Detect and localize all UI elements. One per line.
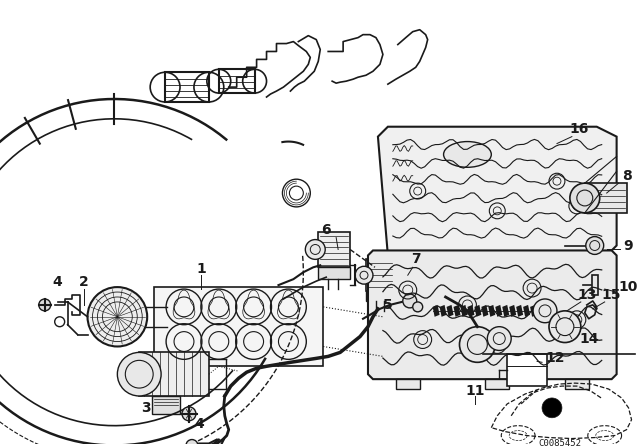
Text: 12: 12 — [545, 351, 564, 366]
Circle shape — [460, 327, 495, 362]
Polygon shape — [433, 305, 440, 317]
Text: 6: 6 — [321, 223, 331, 237]
Text: 15: 15 — [602, 288, 621, 302]
Text: 14: 14 — [579, 332, 598, 345]
Text: 11: 11 — [466, 384, 485, 398]
Polygon shape — [368, 250, 616, 379]
Circle shape — [542, 398, 562, 418]
Text: 16: 16 — [569, 122, 589, 136]
Circle shape — [403, 294, 417, 308]
Bar — [592, 275, 598, 295]
Bar — [396, 379, 420, 389]
Circle shape — [586, 237, 604, 254]
Polygon shape — [378, 127, 616, 255]
Polygon shape — [530, 305, 537, 317]
Circle shape — [305, 240, 325, 259]
Circle shape — [117, 353, 161, 396]
Circle shape — [88, 287, 147, 346]
Bar — [485, 379, 509, 389]
Text: 4: 4 — [53, 275, 63, 289]
Polygon shape — [447, 305, 454, 317]
Bar — [318, 232, 350, 267]
Polygon shape — [516, 305, 523, 317]
Bar — [165, 72, 209, 102]
Polygon shape — [467, 305, 474, 317]
Polygon shape — [523, 305, 530, 317]
Text: 9: 9 — [624, 238, 634, 253]
Text: 7: 7 — [411, 252, 420, 267]
Text: C0085452: C0085452 — [538, 439, 581, 448]
Polygon shape — [460, 305, 467, 317]
Circle shape — [533, 299, 557, 323]
Ellipse shape — [444, 142, 492, 167]
Circle shape — [39, 299, 51, 311]
Text: 4: 4 — [194, 417, 204, 431]
Polygon shape — [481, 305, 488, 317]
Polygon shape — [537, 305, 544, 317]
Polygon shape — [509, 305, 516, 317]
Bar — [565, 379, 589, 389]
Circle shape — [570, 183, 600, 213]
Polygon shape — [440, 305, 447, 317]
Bar — [366, 291, 394, 301]
Bar — [140, 353, 209, 396]
Circle shape — [355, 266, 373, 284]
Circle shape — [413, 302, 422, 312]
Polygon shape — [495, 305, 502, 317]
Text: 13: 13 — [577, 288, 596, 302]
Circle shape — [182, 407, 196, 421]
Circle shape — [186, 439, 198, 448]
Polygon shape — [454, 305, 460, 317]
Text: 1: 1 — [196, 262, 206, 276]
Text: 8: 8 — [621, 169, 632, 183]
Polygon shape — [154, 287, 323, 366]
Circle shape — [549, 311, 581, 343]
Text: 10: 10 — [619, 280, 638, 294]
Bar — [366, 259, 394, 291]
Polygon shape — [488, 305, 495, 317]
Bar — [219, 69, 255, 93]
Bar — [318, 267, 350, 279]
Text: 5: 5 — [383, 298, 393, 312]
Bar — [508, 354, 547, 386]
Circle shape — [487, 327, 511, 350]
Polygon shape — [474, 305, 481, 317]
Text: 3: 3 — [141, 401, 151, 415]
Text: 2: 2 — [79, 275, 88, 289]
Bar — [152, 396, 180, 414]
Bar — [585, 183, 627, 213]
Polygon shape — [502, 305, 509, 317]
